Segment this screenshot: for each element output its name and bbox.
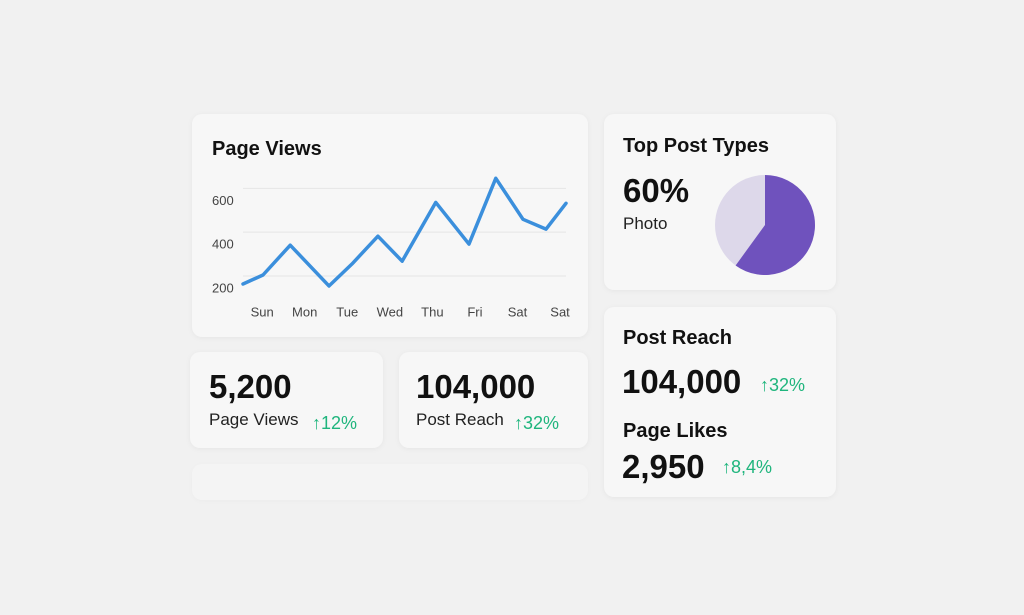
pie-value: 60% [623, 172, 690, 209]
x-tick-label: Sat [550, 304, 570, 319]
x-tick-label: Wed [377, 304, 404, 319]
card-title: Page Views [212, 138, 322, 160]
card-title: Top Post Types [623, 135, 769, 157]
stat-title: Page Likes [623, 420, 728, 442]
stat-change: ↑32% [514, 413, 560, 433]
change-value: 32% [769, 375, 806, 395]
line [241, 176, 568, 288]
pie-slice [735, 175, 816, 276]
stat-value: 5,200 [209, 368, 292, 405]
x-tick-label: Mon [292, 304, 317, 319]
stat-change: ↑32% [760, 375, 806, 395]
x-tick-label: Fri [467, 304, 482, 319]
stat-value: 2,950 [622, 448, 705, 485]
change-value: 32% [523, 413, 560, 433]
pie-label: Photo [623, 214, 668, 233]
stat-card [399, 352, 588, 448]
x-tick-label: Sun [251, 304, 274, 319]
placeholder-card [192, 464, 588, 500]
stat-label: Page Views [209, 410, 299, 429]
x-tick-label: Sat [508, 304, 528, 319]
x-tick-label: Thu [421, 304, 443, 319]
change-value: 12% [321, 413, 358, 433]
stat-value: 104,000 [416, 368, 536, 405]
y-tick-label: 200 [212, 280, 234, 295]
stat-value: 104,000 [622, 363, 742, 400]
stat-change: ↑12% [312, 413, 358, 433]
y-tick-label: 400 [212, 237, 234, 252]
stat-title: Post Reach [623, 327, 732, 349]
stat-label: Post Reach [416, 410, 504, 429]
y-tick-label: 600 [212, 193, 234, 208]
x-tick-label: Tue [336, 304, 358, 319]
side-stats-card [604, 307, 836, 497]
stat-card [190, 352, 383, 448]
page-views-card [192, 114, 588, 337]
stat-change: ↑8,4% [722, 457, 773, 477]
change-value: 8,4% [731, 457, 773, 477]
